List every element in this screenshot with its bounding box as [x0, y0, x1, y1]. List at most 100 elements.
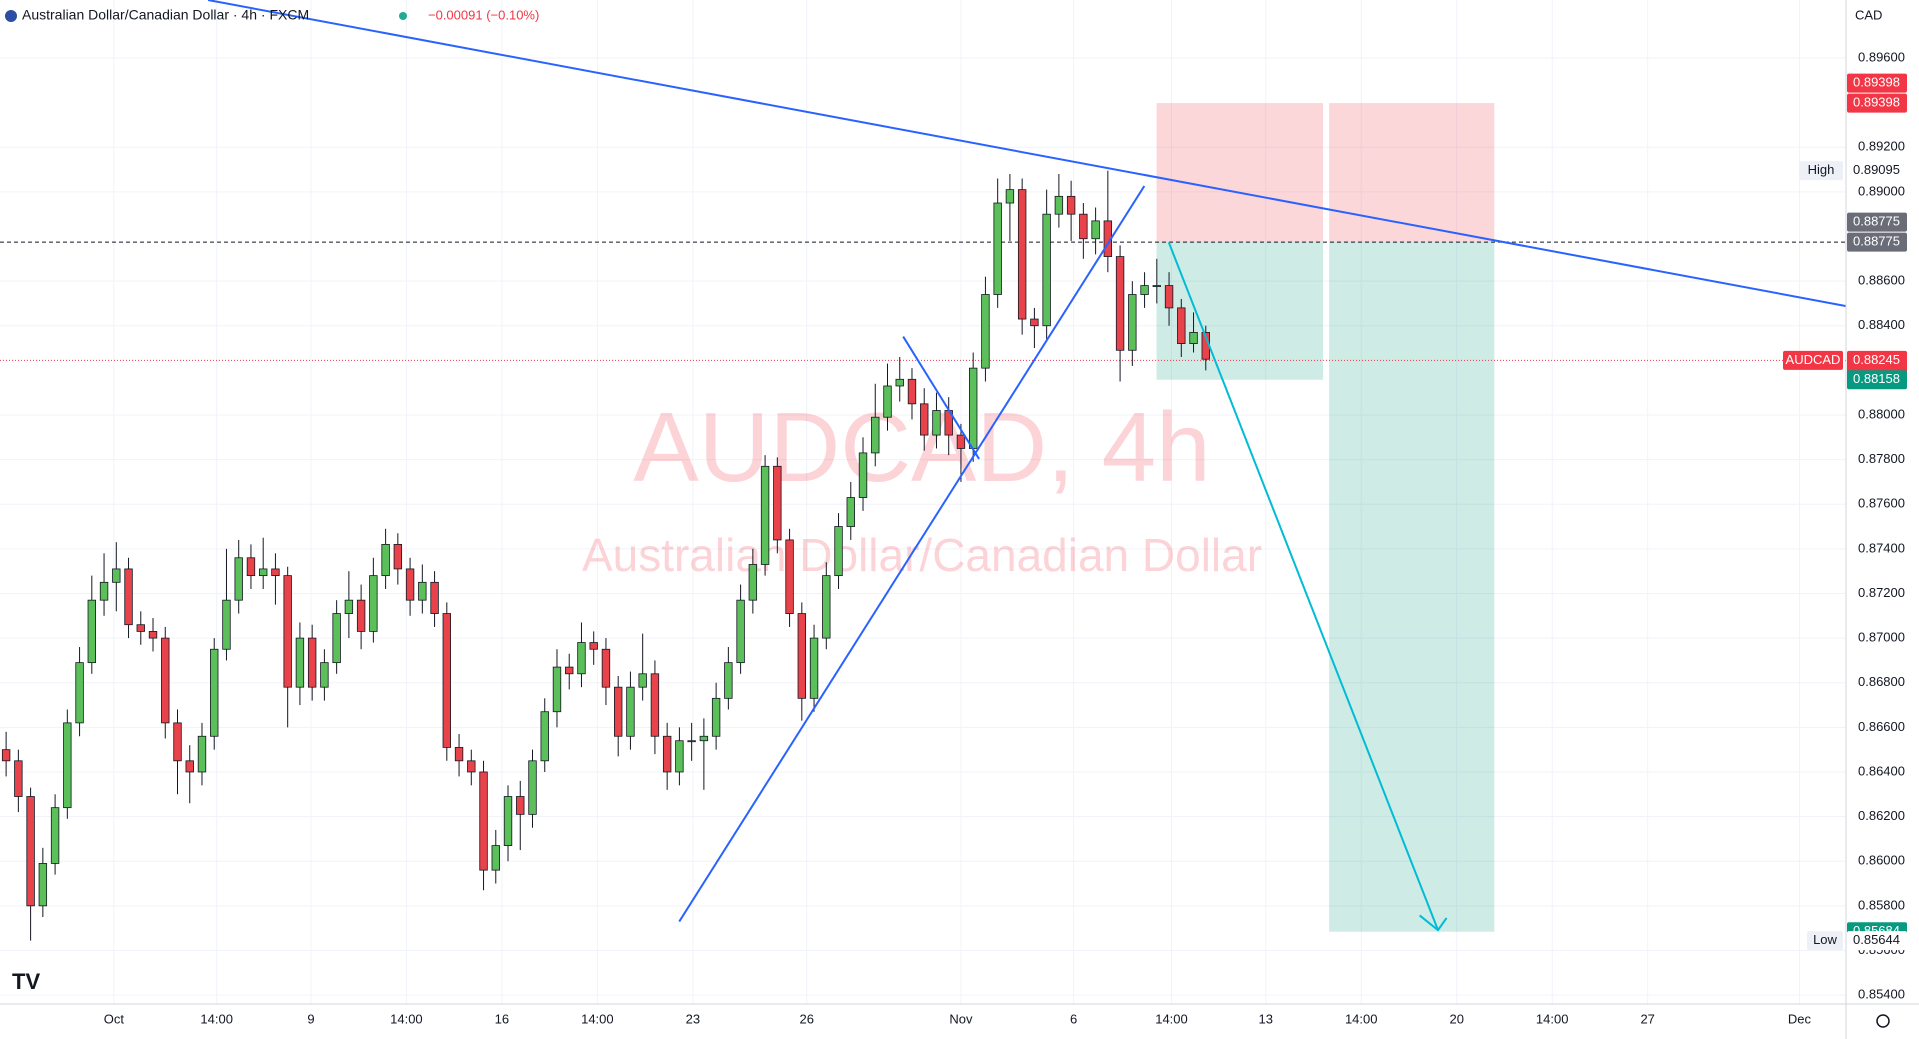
- candle-body: [112, 568, 121, 583]
- trendline: [902, 336, 980, 460]
- price-label: 0.88775: [1853, 214, 1900, 229]
- x-tick-label: 26: [799, 1011, 813, 1026]
- candle-body: [234, 557, 243, 601]
- price-tag: AUDCAD: [1786, 352, 1841, 367]
- candle-body: [565, 666, 574, 675]
- drawings: [207, 0, 1846, 932]
- candle-body: [148, 631, 158, 639]
- candle-body: [161, 637, 170, 724]
- currency[interactable]: CAD: [1855, 7, 1882, 22]
- candle-body: [173, 722, 182, 762]
- candle-body: [503, 796, 513, 846]
- price-tag-bg: [1783, 350, 1843, 370]
- candle-body: [1005, 189, 1015, 204]
- price-tag: High: [1808, 162, 1835, 177]
- drawings: [0, 103, 1846, 932]
- candle-body: [675, 740, 684, 773]
- stop-zone: [1329, 103, 1495, 243]
- candle-body: [491, 845, 500, 871]
- y-tick-label: 0.85800: [1858, 897, 1905, 912]
- candle-body: [1189, 332, 1198, 344]
- candle-body: [883, 385, 892, 418]
- stop-zone: [1156, 103, 1323, 243]
- candle-body: [1066, 195, 1076, 215]
- candle-body: [1054, 195, 1064, 215]
- symbol-title[interactable]: Australian Dollar/Canadian Dollar · 4h ·…: [22, 7, 309, 23]
- price-label-bg: [1847, 73, 1907, 93]
- price-label: 0.88245: [1853, 352, 1900, 367]
- candle-body: [210, 648, 219, 737]
- candle-body: [197, 735, 207, 773]
- candle-body: [1017, 189, 1027, 320]
- candle-body: [638, 673, 647, 688]
- x-tick-label: Nov: [949, 1011, 973, 1026]
- candle-body: [344, 599, 354, 614]
- candle-body: [332, 613, 341, 664]
- candle-body: [748, 564, 758, 601]
- legend-header: Australian Dollar/Canadian Dollar · 4h ·…: [5, 7, 539, 23]
- y-tick-label: 0.87200: [1858, 585, 1905, 600]
- candle-body: [968, 367, 978, 449]
- price-label-bg: [1847, 370, 1907, 390]
- price-tag-bg: [1799, 161, 1843, 181]
- y-tick-label: 0.88600: [1858, 273, 1905, 288]
- candle-body: [124, 568, 133, 626]
- candle-body: [1128, 294, 1137, 351]
- candle-body: [552, 666, 562, 713]
- arrow-head: [1419, 914, 1448, 932]
- x-tick-label: 14:00: [1536, 1011, 1569, 1026]
- axes: 0.854000.856000.858000.860000.862000.864…: [104, 49, 1907, 1026]
- y-tick-label: 0.89000: [1858, 183, 1905, 198]
- price-tag-bg: [1807, 931, 1843, 951]
- price-change: −0.00091 (−0.10%): [428, 7, 539, 22]
- price-label-bg: [1847, 212, 1907, 232]
- candle-body: [1, 749, 11, 762]
- candle-body: [613, 686, 623, 737]
- candle-body: [809, 637, 819, 699]
- candle-body: [381, 543, 390, 577]
- price-label: 0.85644: [1853, 932, 1900, 947]
- candle-body: [907, 378, 917, 405]
- price-label: 0.89095: [1853, 162, 1900, 177]
- candle-body: [356, 599, 366, 632]
- candle-body: [1079, 213, 1088, 240]
- y-tick-label: 0.86400: [1858, 763, 1905, 778]
- candle-body: [920, 403, 929, 436]
- candle-body: [307, 637, 317, 688]
- candle-body: [1042, 213, 1051, 327]
- candle-body: [1140, 285, 1149, 295]
- y-tick-label: 0.89200: [1858, 139, 1905, 154]
- candle-body: [1030, 318, 1039, 327]
- candle-body: [724, 662, 733, 699]
- logo[interactable]: TV: [12, 969, 40, 994]
- price-label-bg: [1847, 232, 1907, 252]
- candle-body: [981, 294, 990, 369]
- candle-body: [956, 434, 966, 449]
- price-label: 0.89398: [1853, 75, 1900, 90]
- candle-body: [822, 575, 831, 639]
- candle-body: [38, 863, 48, 907]
- y-tick-label: 0.87800: [1858, 451, 1905, 466]
- trendline: [207, 0, 1846, 307]
- candle-body: [895, 378, 904, 387]
- candle-body: [75, 662, 84, 724]
- candle-body: [479, 771, 488, 871]
- candle-body: [246, 557, 256, 577]
- y-tick-label: 0.89600: [1858, 49, 1905, 64]
- settings-icon[interactable]: [1876, 1014, 1890, 1028]
- x-tick-label: 14:00: [581, 1011, 614, 1026]
- candle-body: [63, 722, 72, 809]
- x-tick-label: 14:00: [1155, 1011, 1188, 1026]
- candle-body: [1164, 285, 1174, 309]
- candle-body: [528, 760, 537, 815]
- candle-body: [1177, 307, 1186, 344]
- candle-body: [369, 575, 378, 632]
- candles: [1, 170, 1210, 941]
- candle-body: [540, 711, 549, 762]
- x-tick-label: 6: [1070, 1011, 1077, 1026]
- candle-body: [87, 599, 97, 664]
- x-tick-label: 20: [1449, 1011, 1463, 1026]
